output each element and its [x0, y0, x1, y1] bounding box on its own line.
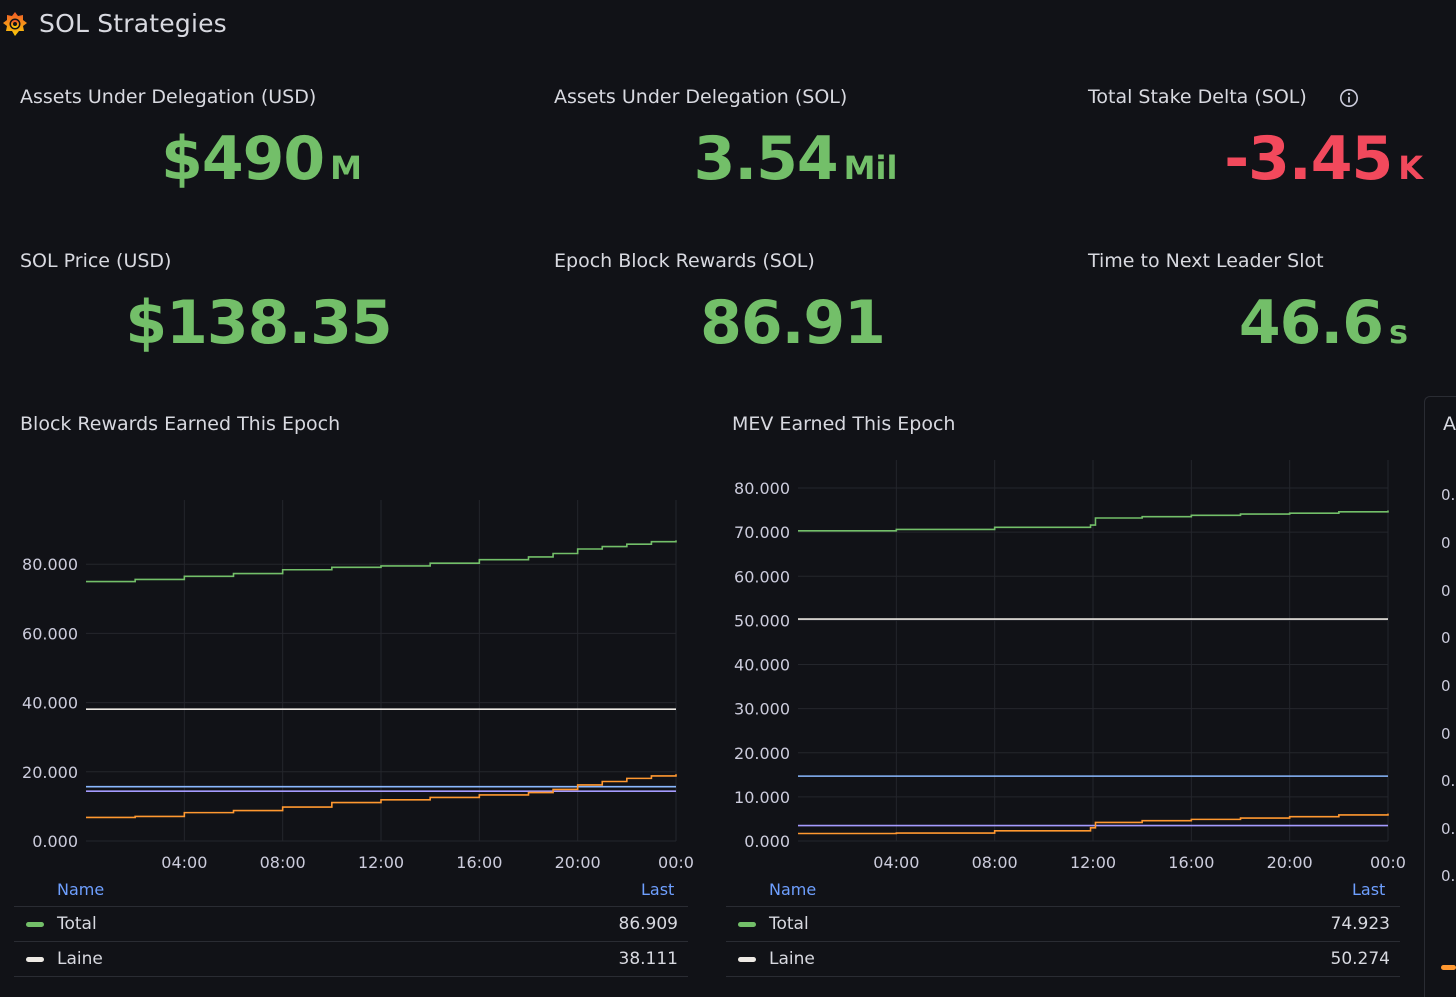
stat-title: Assets Under Delegation (USD) [20, 86, 317, 108]
x-tick-label: 08:00 [260, 853, 306, 872]
third-panel-edge[interactable] [1424, 396, 1456, 997]
stat-title: Total Stake Delta (SOL) [1088, 86, 1307, 108]
legend-swatch [26, 922, 44, 927]
dashboard-header: SOL Strategies [0, 0, 1456, 50]
legend-series-last: 38.111 [618, 949, 678, 969]
series-line-series-4[interactable] [798, 813, 1389, 835]
x-tick-label: 12:00 [358, 853, 404, 872]
x-tick-label: 16:00 [1168, 853, 1214, 872]
stat-value: 3.54 Mil [554, 124, 1037, 194]
legend-series-last: 86.909 [618, 914, 678, 934]
stat-panel-epoch-block-rewards[interactable]: Epoch Block Rewards (SOL) 86.91 [554, 250, 1037, 380]
third-panel-legend-swatch [1441, 965, 1456, 970]
grafana-logo-icon[interactable] [2, 10, 28, 38]
stat-panel-aud-usd[interactable]: Assets Under Delegation (USD) $490 M [20, 86, 503, 216]
legend-series-name: Total [57, 914, 97, 934]
series-line-total[interactable] [86, 540, 677, 583]
stat-number: 86.91 [700, 288, 886, 358]
y-tick-label: 80.000 [734, 479, 790, 498]
third-panel-tick: 0 [1441, 582, 1451, 600]
third-panel-tick: 0. [1441, 486, 1456, 504]
legend-row-laine[interactable]: Laine 38.111 [14, 941, 688, 977]
y-tick-label: 0.000 [32, 832, 78, 851]
third-panel-tick: 0 [1441, 534, 1451, 552]
x-tick-label: 12:00 [1070, 853, 1116, 872]
stat-number: $490 [161, 124, 325, 194]
x-tick-label: 04:00 [873, 853, 919, 872]
stat-value: $490 M [20, 124, 503, 194]
y-tick-label: 0.000 [744, 832, 790, 851]
y-tick-label: 70.000 [734, 523, 790, 542]
stat-value: 46.6 s [1088, 288, 1408, 358]
x-tick-label: 04:00 [161, 853, 207, 872]
series-line-total[interactable] [798, 510, 1389, 532]
legend-header-name[interactable]: Name [769, 880, 817, 899]
series-line-series-4[interactable] [86, 774, 677, 819]
y-tick-label: 60.000 [734, 567, 790, 586]
y-tick-label: 40.000 [22, 694, 78, 713]
stat-panel-next-leader-slot[interactable]: Time to Next Leader Slot 46.6 s [1088, 250, 1456, 380]
x-tick-label: 00:0 [658, 853, 694, 872]
stat-title: Assets Under Delegation (SOL) [554, 86, 848, 108]
third-panel-title: A [1443, 413, 1456, 435]
stat-value: $138.35 [20, 288, 503, 358]
x-tick-label: 00:0 [1370, 853, 1406, 872]
legend-swatch [738, 957, 756, 962]
legend-series-name: Laine [57, 949, 103, 969]
stat-panel-sol-price[interactable]: SOL Price (USD) $138.35 [20, 250, 503, 380]
stat-number: 46.6 [1238, 288, 1384, 358]
legend-series-name: Laine [769, 949, 815, 969]
third-panel-tick: 0. [1441, 820, 1456, 838]
third-panel-tick: 0. [1441, 772, 1456, 790]
x-tick-label: 20:00 [1267, 853, 1313, 872]
panel-title-mev[interactable]: MEV Earned This Epoch [732, 413, 956, 435]
stat-value: -3.45 K [1088, 124, 1423, 194]
third-panel-tick: 0. [1441, 867, 1456, 885]
legend-header-name[interactable]: Name [57, 880, 105, 899]
stat-unit: Mil [843, 149, 898, 187]
legend-header-last[interactable]: Last [1352, 880, 1386, 899]
stat-number: $138.35 [125, 288, 392, 358]
stat-title: SOL Price (USD) [20, 250, 172, 272]
legend-row-total[interactable]: Total 74.923 [726, 906, 1400, 941]
panel-title-block-rewards[interactable]: Block Rewards Earned This Epoch [20, 413, 341, 435]
legend-swatch [26, 957, 44, 962]
stat-panel-stake-delta[interactable]: Total Stake Delta (SOL) -3.45 K [1088, 86, 1456, 216]
stat-panel-aud-sol[interactable]: Assets Under Delegation (SOL) 3.54 Mil [554, 86, 1037, 216]
legend-row-total[interactable]: Total 86.909 [14, 906, 688, 941]
y-tick-label: 30.000 [734, 700, 790, 719]
y-tick-label: 20.000 [734, 744, 790, 763]
legend-row-laine[interactable]: Laine 50.274 [726, 941, 1400, 977]
mev-chart[interactable]: 04:00 08:00 12:00 16:00 20:00 00:0 0.000 10.000… [712, 460, 1412, 880]
legend-header-last[interactable]: Last [641, 880, 675, 899]
third-panel-tick: 0 [1441, 677, 1451, 695]
third-panel-tick: 0 [1441, 725, 1451, 743]
stat-unit: M [330, 149, 362, 187]
x-tick-label: 20:00 [555, 853, 601, 872]
stat-number: 3.54 [693, 124, 839, 194]
legend-series-last: 74.923 [1330, 914, 1390, 934]
y-tick-label: 10.000 [734, 788, 790, 807]
legend-series-last: 50.274 [1330, 949, 1390, 969]
y-tick-label: 50.000 [734, 611, 790, 630]
info-icon[interactable] [1339, 88, 1359, 108]
block-rewards-chart[interactable]: 04:00 08:00 12:00 16:00 20:00 00:0 0.000 20.000… [0, 460, 700, 880]
y-tick-label: 40.000 [734, 656, 790, 675]
y-tick-label: 20.000 [22, 763, 78, 782]
third-panel-tick: 0 [1441, 629, 1451, 647]
y-tick-label: 80.000 [22, 555, 78, 574]
x-tick-label: 16:00 [456, 853, 502, 872]
legend-swatch [738, 922, 756, 927]
stat-number: -3.45 [1224, 124, 1393, 194]
stat-value: 86.91 [554, 288, 1037, 358]
stat-title: Epoch Block Rewards (SOL) [554, 250, 815, 272]
dashboard-title[interactable]: SOL Strategies [39, 9, 227, 38]
y-tick-label: 60.000 [22, 624, 78, 643]
x-tick-label: 08:00 [972, 853, 1018, 872]
stat-unit: K [1398, 149, 1423, 187]
stat-title: Time to Next Leader Slot [1088, 250, 1324, 272]
stat-unit: s [1388, 313, 1408, 351]
legend-series-name: Total [769, 914, 809, 934]
